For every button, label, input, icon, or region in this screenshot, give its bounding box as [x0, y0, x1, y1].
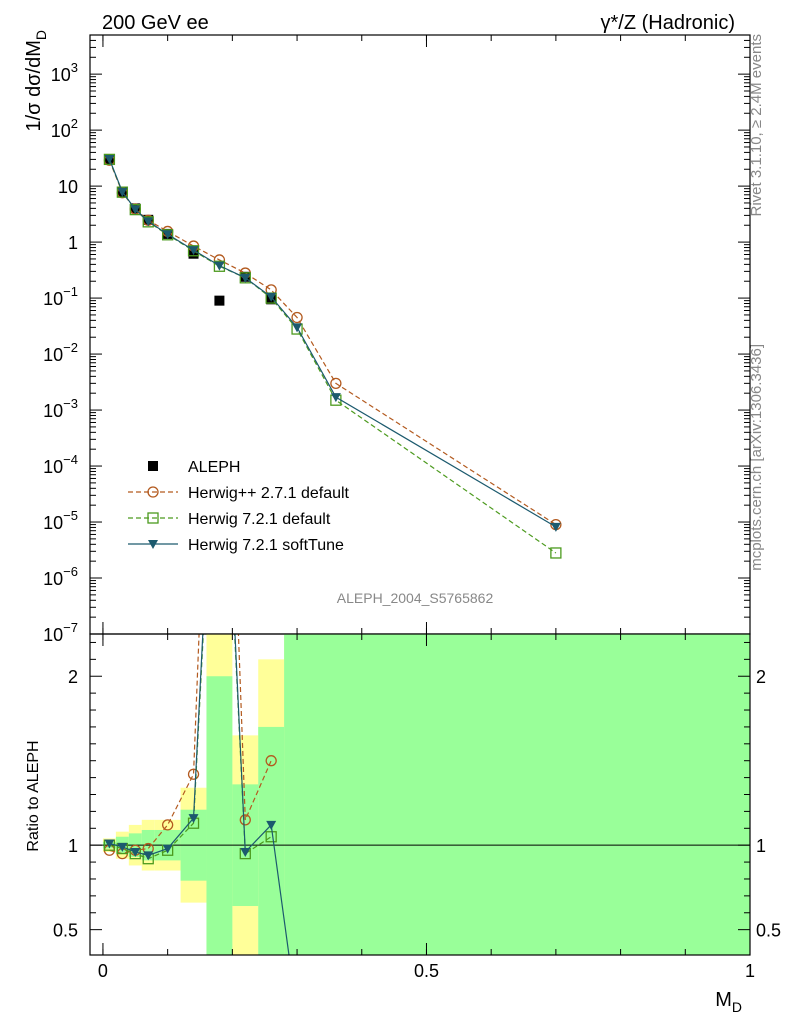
green-band-9 [284, 634, 750, 955]
mcplots-text: mcplots.cern.ch [arXiv:1306.3436] [748, 344, 765, 571]
legend: ALEPH Herwig++ 2.7.1 default Herwig 7.2.1 … [128, 459, 350, 554]
main-point-s2-1 [116, 186, 129, 198]
ratio-point-s2-3 [143, 851, 154, 861]
main-point-s2-6 [213, 260, 226, 272]
main-point-s3-6 [214, 261, 225, 271]
ratio-ytick-label-2: 2 [68, 667, 78, 687]
ratio-ytick-label-0: 0.5 [53, 921, 78, 941]
main-ytick-label-2: 10 [58, 177, 78, 197]
rivet-version-text: Rivet 3.1.10, ≥ 2.4M events [748, 34, 765, 217]
main-ytick-label-8: 10−5 [43, 508, 78, 533]
analysis-watermark: ALEPH_2004_S5765862 [337, 590, 494, 606]
legend-label-3: Herwig 7.2.1 softTune [188, 537, 344, 554]
legend-label-2: Herwig 7.2.1 default [188, 511, 331, 528]
main-ytick-label-9: 10−6 [43, 564, 78, 589]
ratio-point-s2-7 [240, 847, 251, 857]
ratio-point-s0-5 [187, 768, 200, 780]
main-series-line-3 [108, 158, 557, 528]
main-point-s3-1 [117, 187, 128, 197]
main-point-s2-2 [129, 203, 141, 216]
ratio-point-s2-0 [104, 839, 115, 849]
main-ytick-label-1: 102 [51, 116, 78, 141]
legend-label-1: Herwig++ 2.7.1 default [188, 485, 350, 502]
main-series-line-2 [108, 159, 557, 554]
legend-marker-3 [148, 540, 158, 549]
main-point-s3-8 [266, 292, 277, 302]
main-point-s3-11 [550, 522, 561, 532]
main-ylabel: 1/σ dσ/dMD [23, 30, 49, 132]
ratio-point-s0-8 [265, 755, 277, 767]
main-point-s3-10 [330, 393, 341, 403]
ratio-point-s2-5 [188, 814, 199, 824]
legend-marker-2 [147, 512, 159, 524]
main-series-line-1 [108, 159, 557, 526]
legend-marker-0 [148, 461, 158, 471]
ratio-ytick-label-right-1: 1 [756, 836, 766, 856]
ratio-ytick-label-1: 1 [68, 836, 78, 856]
main-point-s2-4 [161, 229, 174, 241]
ratio-xtick-label-0: 0 [98, 961, 108, 981]
main-point-s3-2 [130, 205, 141, 215]
main-point-s3-9 [292, 323, 303, 333]
main-point-s1-9 [291, 311, 303, 324]
legend-label-0: ALEPH [188, 459, 240, 476]
header-right: γ*/Z (Hadronic) [601, 12, 735, 34]
green-band-8 [258, 726, 285, 955]
ratio-point-s0-4 [161, 819, 174, 831]
main-point-s2-3 [142, 216, 154, 228]
x-axis-label: MD [715, 989, 742, 1015]
ratio-series-line-2 [109, 634, 290, 955]
green-band-6 [206, 676, 233, 955]
main-point-s0-6 [214, 295, 225, 306]
main-point-s3-7 [240, 273, 251, 283]
main-ytick-label-6: 10−3 [43, 396, 78, 421]
header-left: 200 GeV ee [102, 12, 209, 34]
main-ytick-label-7: 10−4 [43, 452, 78, 477]
main-point-s3-4 [162, 230, 173, 240]
main-point-s2-5 [187, 245, 200, 257]
main-ytick-label-0: 103 [51, 60, 78, 85]
ratio-ytick-label-right-0: 0.5 [756, 921, 781, 941]
main-point-s1-10 [330, 377, 342, 389]
ratio-xtick-label-2: 1 [745, 961, 755, 981]
ratio-point-s0-7 [239, 814, 251, 826]
main-ytick-label-5: 10−2 [43, 340, 78, 365]
ratio-ylabel: Ratio to ALEPH [25, 740, 42, 851]
ratio-point-s1-8 [265, 831, 277, 843]
main-ytick-label-4: 10−1 [43, 284, 78, 309]
main-point-s3-0 [104, 154, 115, 164]
main-point-s3-3 [143, 217, 154, 227]
main-point-s2-0 [103, 153, 116, 166]
ratio-panel: 0.5 0.51 12 20 0.5 1 [53, 633, 781, 981]
ratio-xtick-label-1: 0.5 [414, 961, 439, 981]
ratio-point-s2-8 [266, 820, 277, 830]
main-plot-area [103, 153, 562, 559]
main-point-s2-11 [550, 547, 562, 559]
ratio-ytick-label-right-2: 2 [756, 667, 766, 687]
main-ytick-label-10: 10−7 [43, 620, 78, 645]
ratio-point-s2-1 [117, 842, 128, 852]
ratio-plot-area [103, 634, 290, 955]
ratio-series-line-1 [109, 634, 272, 860]
legend-marker-1 [147, 486, 159, 498]
main-point-s3-5 [188, 246, 199, 256]
ratio-point-s2-2 [130, 847, 141, 857]
ratio-point-s2-4 [162, 844, 173, 854]
ratio-bands [90, 634, 750, 955]
main-ytick-label-3: 1 [68, 233, 78, 253]
